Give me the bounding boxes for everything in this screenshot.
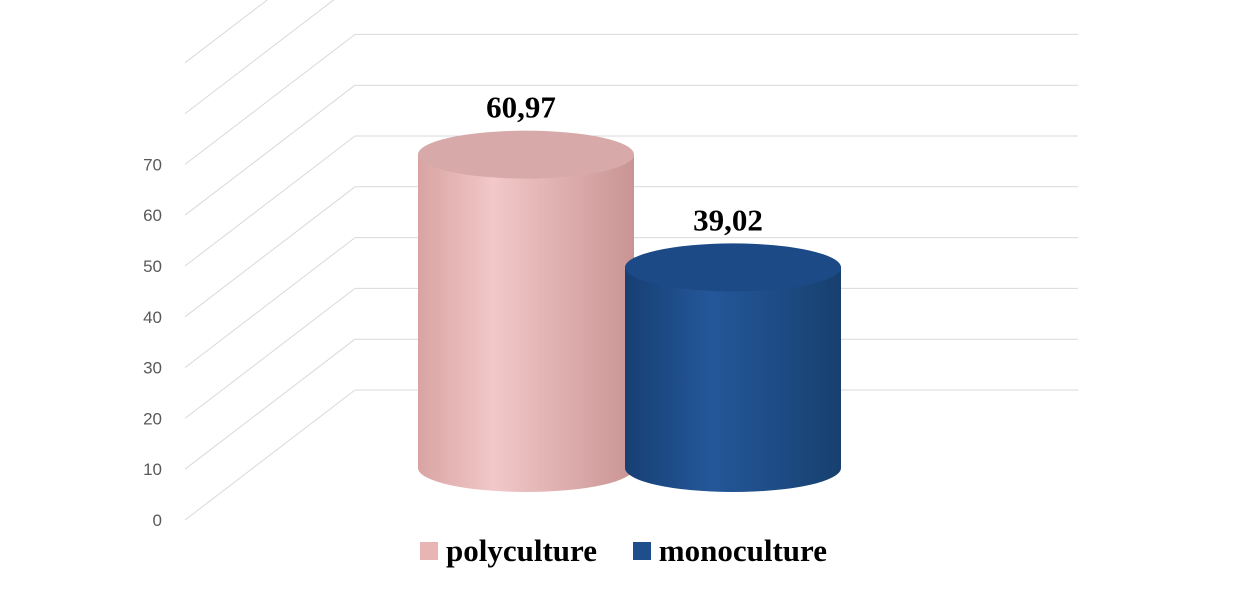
bar-body-monoculture bbox=[625, 267, 841, 492]
bar-top-monoculture bbox=[625, 243, 841, 292]
gridline-side bbox=[184, 34, 356, 165]
y-tick-label: 20 bbox=[143, 409, 162, 428]
gridline-side bbox=[184, 338, 356, 470]
gridline-side bbox=[184, 389, 356, 521]
gridline-side bbox=[184, 186, 356, 318]
gridline-side bbox=[184, 237, 356, 368]
gridline-side bbox=[184, 135, 356, 267]
y-tick-label: 10 bbox=[143, 460, 162, 479]
gridline-side bbox=[184, 0, 268, 64]
gridline-side bbox=[184, 0, 335, 114]
y-tick-label: 30 bbox=[143, 359, 162, 378]
legend: polyculture monoculture bbox=[0, 532, 1247, 569]
bar-monoculture bbox=[625, 243, 841, 492]
data-label-polyculture: 60,97 bbox=[486, 90, 556, 125]
gridline-side bbox=[184, 84, 356, 216]
bar-top-polyculture bbox=[418, 130, 634, 179]
y-tick-label: 70 bbox=[143, 155, 162, 174]
bar-polyculture bbox=[418, 130, 634, 492]
y-tick-label: 0 bbox=[153, 511, 162, 530]
bar-body-polyculture bbox=[418, 154, 634, 492]
y-tick-label: 60 bbox=[143, 206, 162, 225]
legend-item-polyculture: polyculture bbox=[420, 533, 597, 569]
y-tick-label: 40 bbox=[143, 308, 162, 327]
legend-item-monoculture: monoculture bbox=[632, 533, 827, 569]
legend-label-polyculture: polyculture bbox=[446, 533, 598, 568]
data-label-monoculture: 39,02 bbox=[693, 202, 763, 237]
legend-label-monoculture: monoculture bbox=[658, 533, 827, 568]
legend-swatch-monoculture bbox=[632, 542, 651, 560]
legend-swatch-polyculture bbox=[420, 542, 439, 560]
gridline-side bbox=[184, 288, 356, 419]
y-tick-label: 50 bbox=[143, 257, 162, 276]
